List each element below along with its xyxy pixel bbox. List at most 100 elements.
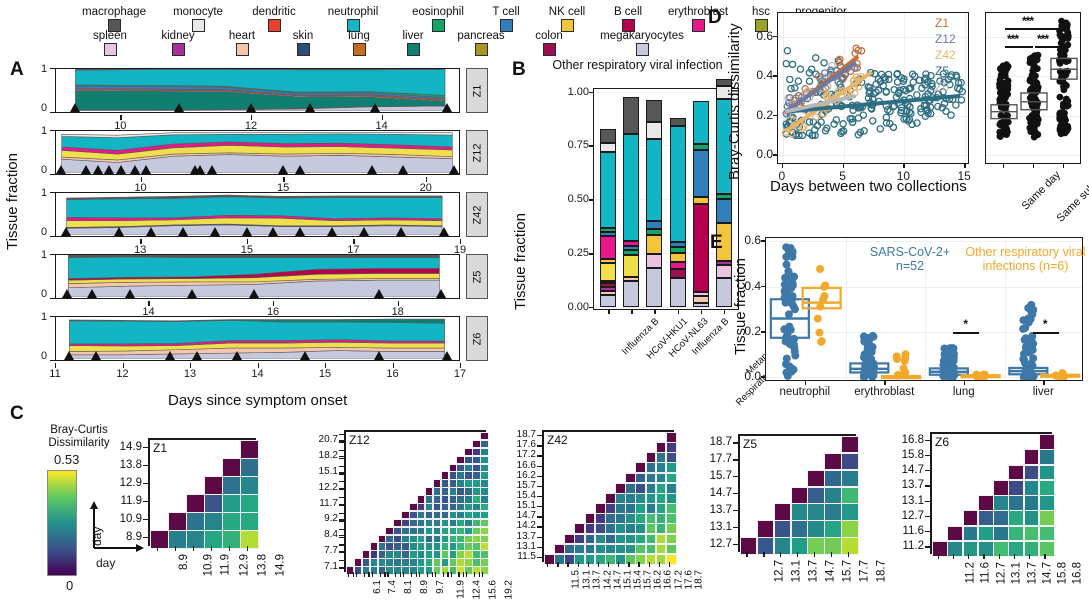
legend-swatch-spleen xyxy=(103,43,117,56)
panel-c-ylabel-Z1-1: 10.9 xyxy=(119,513,142,525)
panel-c-ytick-mark xyxy=(925,439,930,441)
panel-c-cell xyxy=(824,520,842,538)
panel-a-event-marker xyxy=(359,227,370,236)
panel-a-event-marker xyxy=(245,103,256,112)
legend-label-eosinophil: eosinophil xyxy=(412,6,464,18)
panel-c-ytick-mark xyxy=(339,519,344,521)
panel-c-xlabel-Z42-12: 18.7 xyxy=(693,570,705,590)
panel-c-ytick-mark xyxy=(143,483,148,485)
panel-a-event-marker xyxy=(295,227,306,236)
panel-c-cell xyxy=(1023,525,1040,542)
panel-c-heatmap-Z6 xyxy=(930,432,1055,557)
panel-c-xlabel-Z6-7: 16.8 xyxy=(1071,562,1084,585)
panel-c-cell xyxy=(615,513,626,524)
panel-b-gridline xyxy=(594,253,738,255)
panel-c-cell xyxy=(480,510,489,520)
panel-c-cell xyxy=(1008,510,1025,527)
panel-a-ytick-0-Z5: 0 xyxy=(41,288,48,300)
panel-c-ytick-mark xyxy=(733,442,738,444)
panel-a-xtick-17-Z6: 17 xyxy=(453,368,467,380)
panel-c-ytick-mark-minor xyxy=(537,465,542,467)
panel-c-colorbar xyxy=(47,470,77,576)
panel-c-xtick-mark-minor xyxy=(395,572,397,577)
panel-c-xtick-mark-minor xyxy=(658,562,660,567)
panel-b-bar-segment xyxy=(600,151,617,229)
panel-c-cell xyxy=(480,503,489,512)
panel-c-cell xyxy=(204,512,223,531)
panel-c-cell xyxy=(554,543,565,555)
panel-c-cell xyxy=(635,533,647,545)
panel-c-cell xyxy=(790,520,809,538)
panel-e-sigbar-liver xyxy=(1032,332,1059,335)
panel-d-xtick-mark xyxy=(964,164,966,168)
panel-b-bar-segment xyxy=(600,283,617,287)
panel-e-ytick-mark xyxy=(761,331,765,333)
panel-d-xtick-5: 5 xyxy=(839,169,846,183)
panel-d-ytick-mark xyxy=(773,154,777,156)
panel-c-cell xyxy=(554,553,565,565)
panel-c-cell xyxy=(655,553,667,565)
panel-c-cell xyxy=(1038,495,1055,511)
panel-c-colorbar-title: Bray-Curtis Dissimilarity xyxy=(48,424,110,449)
panel-c-cell xyxy=(635,462,647,474)
legend-item-lung: lung xyxy=(333,30,385,56)
panel-d-xtick-mark xyxy=(842,164,844,168)
panel-b-ytick-0.75: 0.75 xyxy=(567,139,589,152)
panel-e-ytick-0.0: 0.0 xyxy=(744,369,761,384)
panel-d-xtick-mark xyxy=(781,164,784,168)
panel-c-ytick-mark-minor xyxy=(339,465,344,467)
panel-d-gridline-y xyxy=(778,155,968,157)
panel-d-legend-Z1: Z1 xyxy=(935,16,950,30)
panel-c-cell xyxy=(594,503,606,514)
panel-b-bar-segment xyxy=(715,199,732,223)
panel-c-cell xyxy=(204,476,223,495)
panel-c-cell xyxy=(655,523,667,535)
panel-c-xlabel-Z5-6: 18.7 xyxy=(874,560,887,583)
panel-a-xtick-15-Z12: 15 xyxy=(277,182,290,194)
panel-b-bar-segment xyxy=(669,117,686,127)
panel-c-cell xyxy=(790,486,809,505)
panel-a-ytick-1-Z6: 1 xyxy=(41,311,48,323)
panel-c-xtick-mark xyxy=(447,572,449,577)
panel-c-ytick-mark-minor xyxy=(339,528,344,530)
panel-a-facet-label-Z42: Z42 xyxy=(466,192,488,237)
panel-c-cell xyxy=(584,513,596,524)
panel-c-cell xyxy=(594,513,606,524)
panel-b-bar-segment xyxy=(692,101,709,145)
panel-c-cell xyxy=(480,455,489,465)
panel-a-event-marker xyxy=(299,351,310,360)
panel-a-event-marker xyxy=(191,351,202,360)
panel-a-event-marker xyxy=(145,227,156,236)
panel-a-event-marker xyxy=(449,165,460,174)
panel-c-cell xyxy=(615,543,626,555)
panel-c-cell xyxy=(240,512,259,531)
panel-c-ytick-mark xyxy=(339,550,344,553)
panel-c-cell xyxy=(993,510,1009,527)
panel-d-sigbar-2 xyxy=(1035,46,1063,48)
panel-a-event-marker xyxy=(366,165,377,174)
panel-c-cell xyxy=(773,537,792,555)
panel-c-cell xyxy=(604,523,616,535)
panel-b-ytick-mark xyxy=(589,91,593,94)
panel-c-cell xyxy=(625,492,636,504)
panel-a-ytick-mark-1-Z5 xyxy=(50,254,55,256)
panel-c-cell xyxy=(625,553,636,565)
panel-c-ytick-mark-minor xyxy=(339,441,344,444)
panel-a-ytick-mark-0-Z5 xyxy=(50,298,55,300)
panel-c-xtick-mark xyxy=(1013,554,1016,559)
panel-c-cell xyxy=(665,523,677,535)
panel-d-ytick-mark xyxy=(773,75,777,77)
panel-d-xtick-15: 15 xyxy=(957,169,971,183)
panel-a-event-marker xyxy=(327,227,338,236)
legend-item-neutrophil: neutrophil xyxy=(310,6,396,32)
panel-c-ylabel-Z12-7: 18.2 xyxy=(318,450,338,462)
panel-b-bar-segment xyxy=(623,97,640,134)
panel-c-ylabel-Z12-5: 12.2 xyxy=(318,481,338,493)
panel-c-cell xyxy=(977,525,994,542)
panel-c-ylabel-Z6-6: 15.8 xyxy=(901,448,924,461)
panel-a-xtick-14-Z5: 14 xyxy=(142,306,155,318)
panel-a-xtick-15-Z6: 15 xyxy=(318,368,332,380)
panel-c-ylabel-Z12-3: 9.2 xyxy=(324,513,338,525)
panel-c-cell xyxy=(1038,449,1055,466)
panel-d-sigbar-3 xyxy=(1005,28,1063,30)
